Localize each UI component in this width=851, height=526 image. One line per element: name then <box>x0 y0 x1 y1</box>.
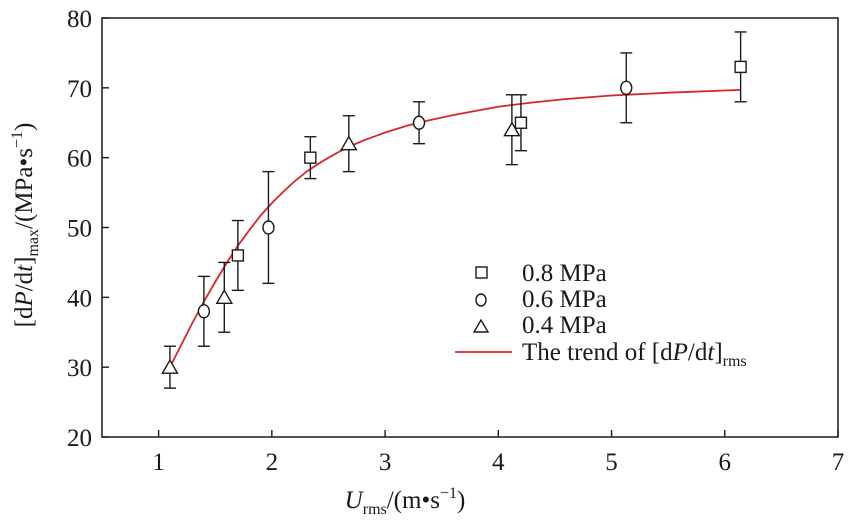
trend-legend-sub: rms <box>723 353 747 370</box>
legend: 0.8 MPa 0.6 MPa 0.4 MPa The trend of [dP… <box>455 260 747 370</box>
data-point-triangle <box>503 121 521 137</box>
x-tick-label: 1 <box>152 449 165 476</box>
trend-legend-prefix: The trend of [d <box>522 339 673 366</box>
y-tick-label: 50 <box>67 216 92 243</box>
y-title-rest-after: ) <box>11 123 38 131</box>
y-axis-ticks: 20 30 40 50 60 70 80 <box>67 6 109 452</box>
y-title-rest-mid: s <box>11 148 38 158</box>
y-title-close: ] <box>11 257 38 265</box>
trend-legend-t: t <box>707 339 715 366</box>
y-title-p: P <box>11 291 38 307</box>
legend-label-0-6: 0.6 MPa <box>522 286 607 313</box>
x-axis-ticks: 1 2 3 4 5 6 7 <box>152 430 844 476</box>
x-title-sup: −1 <box>440 485 457 502</box>
y-title-sup: −1 <box>9 131 26 148</box>
y-title-slash: /d <box>11 271 38 291</box>
data-point-triangle <box>215 288 234 305</box>
x-title-dot: • <box>421 487 430 514</box>
x-axis-title: Urms/(m•s−1) <box>345 485 466 518</box>
legend-triangle-icon <box>472 318 490 333</box>
legend-label-0-8: 0.8 MPa <box>522 260 607 287</box>
data-point-circle <box>412 115 426 130</box>
x-tick-label: 7 <box>832 449 845 476</box>
x-tick-label: 3 <box>379 449 392 476</box>
trend-line <box>169 89 741 368</box>
legend-label-trend: The trend of [dP/dt]rms <box>522 339 747 370</box>
data-point-circle <box>262 220 275 235</box>
x-title-sub: rms <box>363 501 387 518</box>
data-point-circle <box>197 304 211 319</box>
data-point-square <box>304 151 317 164</box>
y-tick-label: 60 <box>67 146 92 173</box>
y-title-open: [d <box>11 306 38 327</box>
legend-label-0-4: 0.4 MPa <box>522 312 607 339</box>
data-point-square <box>734 60 747 74</box>
legend-circle-icon <box>475 293 487 307</box>
data-point-triangle <box>340 135 358 151</box>
x-tick-label: 5 <box>605 449 618 476</box>
y-tick-label: 40 <box>67 285 92 312</box>
data-point-circle <box>620 80 633 96</box>
y-title-dot: • <box>11 158 38 167</box>
x-tick-label: 6 <box>719 449 732 476</box>
trend-legend-slash: /d <box>688 339 708 366</box>
data-point-square <box>231 249 245 262</box>
y-title-rest-before: /(MPa <box>11 166 38 229</box>
trend-legend-close: ] <box>714 339 722 366</box>
y-tick-label: 20 <box>67 425 92 452</box>
y-axis-title-group: [dP/dt]max/(MPa•s−1) <box>9 123 42 328</box>
x-tick-label: 4 <box>492 449 505 476</box>
x-title-main: U <box>345 487 365 514</box>
y-tick-label: 70 <box>67 76 92 103</box>
x-title-rest-mid: s <box>430 487 440 514</box>
y-tick-label: 80 <box>67 6 92 33</box>
x-title-rest-after: ) <box>457 487 465 514</box>
trend-layer <box>169 89 741 368</box>
plot-area-border <box>101 17 839 438</box>
y-title-t: t <box>11 264 38 272</box>
marks-layer <box>161 31 747 389</box>
x-tick-label: 2 <box>266 449 279 476</box>
y-title-sub: max <box>25 229 42 257</box>
data-point-triangle <box>161 358 179 374</box>
legend-square-icon <box>475 266 488 279</box>
y-tick-label: 30 <box>67 355 92 382</box>
data-point-square <box>514 116 528 129</box>
trend-legend-p: P <box>672 339 688 366</box>
x-title-rest-before: /(m <box>387 487 422 514</box>
y-axis-title: [dP/dt]max/(MPa•s−1) <box>9 123 42 328</box>
plot-frame <box>101 17 839 438</box>
